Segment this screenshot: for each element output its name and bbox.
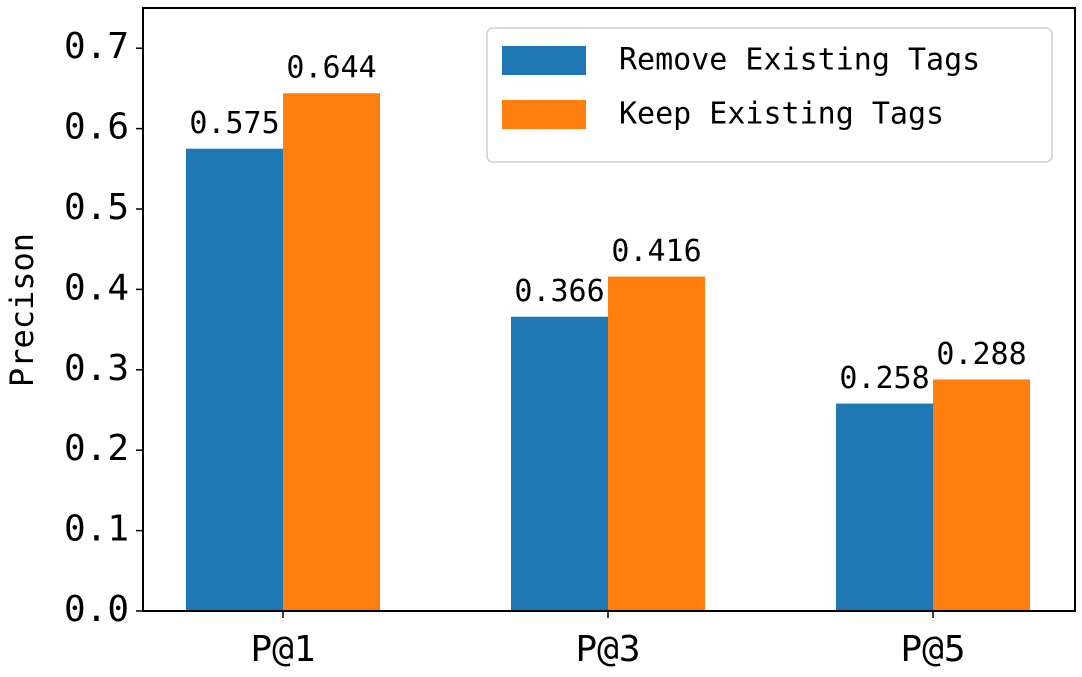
bar [283,93,380,611]
y-tick-label: 0.1 [64,509,129,550]
plot-frame [142,7,1076,612]
bar [836,403,933,611]
bar [511,316,608,611]
value-label: 0.258 [839,361,929,396]
value-label: 0.366 [514,274,604,309]
value-label: 0.288 [936,337,1026,372]
legend-box [486,27,1053,163]
legend-label: Keep Existing Tags [619,97,944,132]
bar [933,379,1030,611]
bar [186,148,283,611]
y-tick-label: 0.5 [64,187,129,228]
value-label: 0.575 [189,106,279,141]
legend-swatch [502,46,586,75]
legend-swatch [502,100,586,129]
y-tick-label: 0.3 [64,348,129,389]
bar [608,276,705,611]
y-tick-label: 0.4 [64,267,129,308]
y-tick-label: 0.7 [64,26,129,67]
y-axis-label: Precison [3,233,41,387]
y-tick-label: 0.6 [64,107,129,148]
legend-label: Remove Existing Tags [619,43,980,78]
value-label: 0.644 [286,51,376,86]
y-tick-label: 0.2 [64,428,129,469]
x-tick-label: P@3 [575,629,640,670]
x-tick-label: P@1 [250,629,315,670]
x-tick-label: P@5 [900,629,965,670]
y-tick-label: 0.0 [64,589,129,630]
value-label: 0.416 [611,234,701,269]
